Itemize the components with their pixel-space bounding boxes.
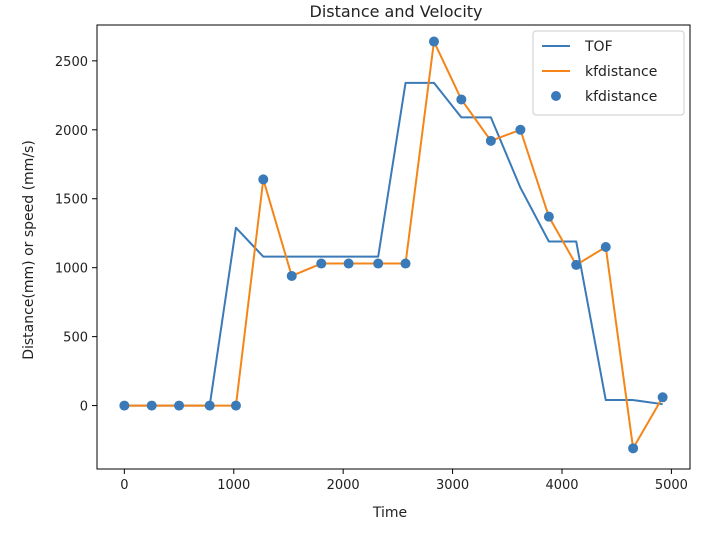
legend-frame [532,30,685,116]
data-point [456,94,467,105]
data-point [657,392,668,403]
chart-title: Distance and Velocity [310,2,483,21]
x-axis-ticks: 0 1000 2000 3000 4000 5000 [120,469,688,493]
y-axis-title: Distance(mm) or speed (mm/s) [21,140,37,360]
legend: TOF kfdistance kfdistance [532,30,685,116]
x-tick-label: 3000 [436,478,469,493]
series-line-tof [124,81,663,407]
data-point [515,124,526,135]
y-tick-label: 1000 [55,262,88,277]
data-point [343,258,354,269]
data-point [628,443,639,454]
x-tick-label: 2000 [327,478,360,493]
x-tick-label: 1000 [217,478,250,493]
data-point [485,135,496,146]
data-point [230,400,241,411]
legend-label: TOF [584,39,613,55]
data-point [258,174,269,185]
y-tick-label: 500 [63,331,88,346]
y-tick-label: 2500 [55,55,88,70]
data-point [571,259,582,270]
data-point [174,400,185,411]
data-point [600,242,611,252]
x-tick-label: 5000 [655,478,688,493]
legend-label: kfdistance [585,64,657,80]
data-point [316,258,327,269]
x-axis-title: Time [372,505,407,521]
y-tick-label: 2000 [55,124,88,139]
data-point [400,258,411,269]
data-point [146,400,157,411]
data-point [373,258,384,269]
data-point [204,400,215,411]
y-tick-label: 1500 [55,193,88,208]
data-point [428,36,439,47]
x-tick-label: 4000 [545,478,578,493]
y-tick-label: 0 [80,400,88,415]
data-point [543,211,554,222]
data-point [286,270,297,281]
y-axis-ticks: 0 500 1000 1500 2000 2500 [55,55,97,415]
data-point [119,400,130,411]
plot-frame [96,24,691,470]
legend-swatch-marker [551,91,561,101]
legend-label: kfdistance [585,89,657,105]
series-layer [119,36,668,454]
x-tick-label: 0 [120,478,128,493]
